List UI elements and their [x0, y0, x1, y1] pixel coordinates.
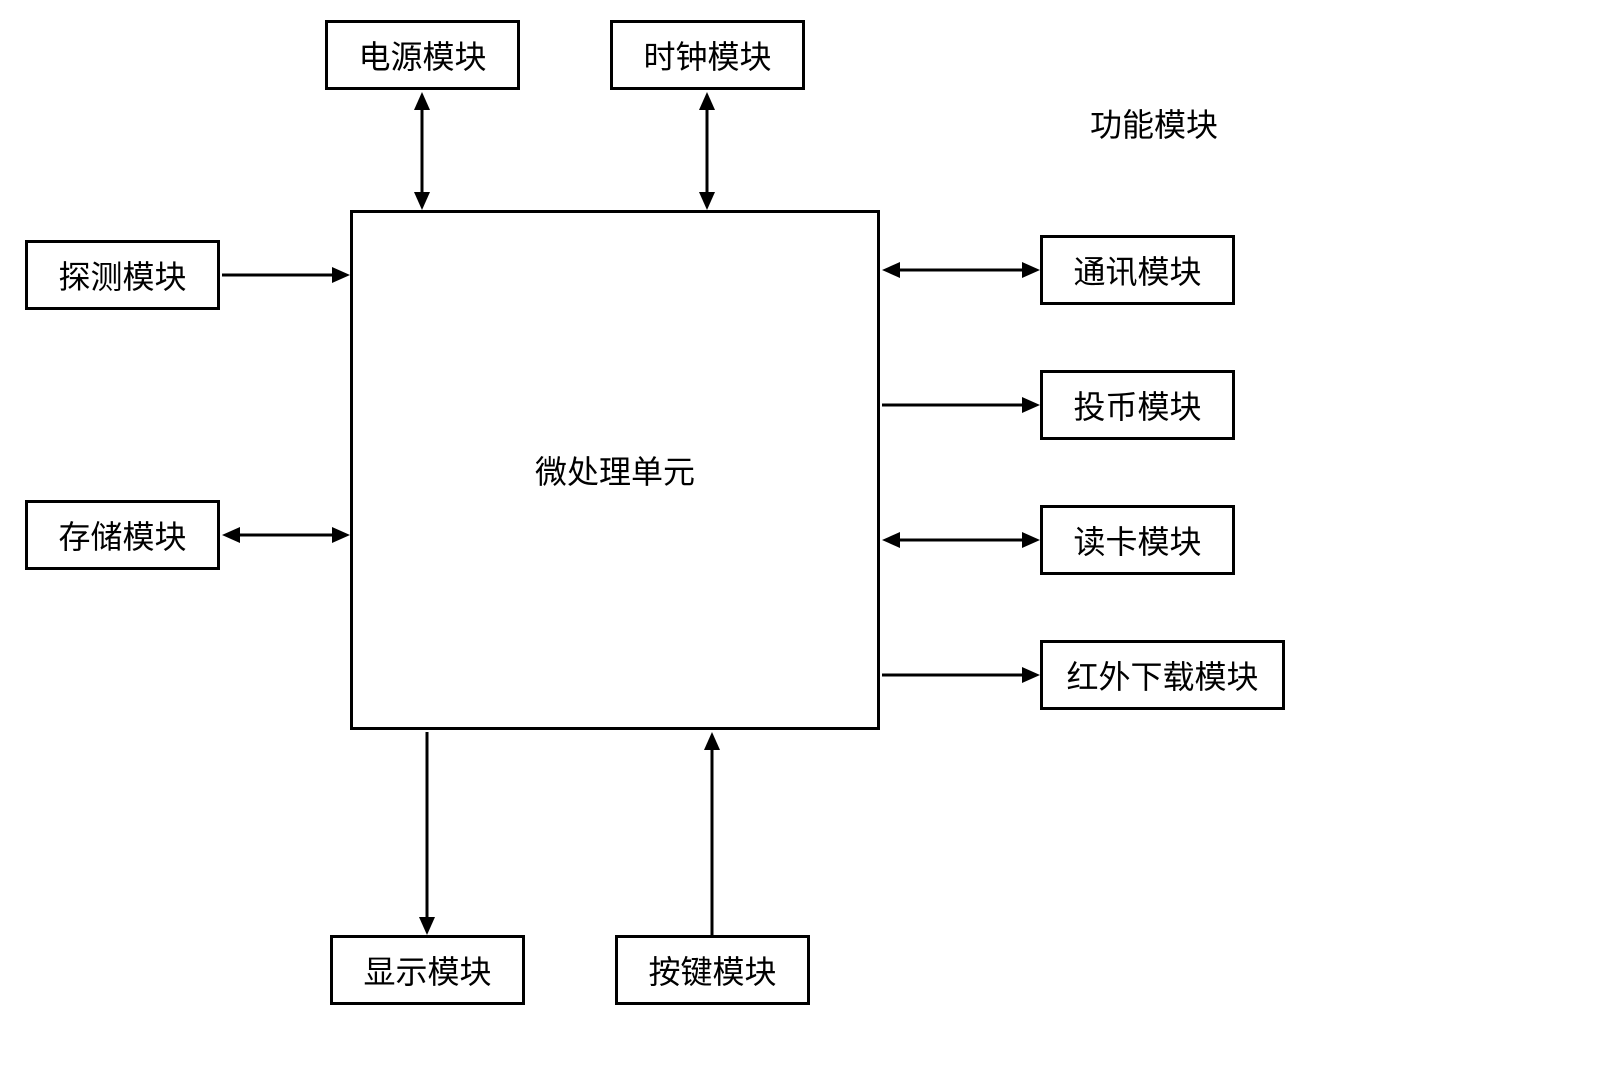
keypad-module-box: 按键模块	[615, 935, 810, 1005]
microprocessor-unit-label: 微处理单元	[535, 447, 695, 493]
display-module-label: 显示模块	[363, 947, 491, 993]
power-module-box: 电源模块	[325, 20, 520, 90]
detection-module-box: 探测模块	[25, 240, 220, 310]
clock-module-box: 时钟模块	[610, 20, 805, 90]
function-module-title: 功能模块	[1090, 100, 1218, 146]
display-module-box: 显示模块	[330, 935, 525, 1005]
comm-module-box: 通讯模块	[1040, 235, 1235, 305]
coin-module-box: 投币模块	[1040, 370, 1235, 440]
power-module-label: 电源模块	[358, 32, 486, 78]
card-module-label: 读卡模块	[1073, 517, 1201, 563]
infrared-module-label: 红外下载模块	[1066, 652, 1258, 698]
storage-module-label: 存储模块	[58, 512, 186, 558]
storage-module-box: 存储模块	[25, 500, 220, 570]
card-module-box: 读卡模块	[1040, 505, 1235, 575]
infrared-module-box: 红外下载模块	[1040, 640, 1285, 710]
comm-module-label: 通讯模块	[1073, 247, 1201, 293]
coin-module-label: 投币模块	[1073, 382, 1201, 428]
microprocessor-unit-box: 微处理单元	[350, 210, 880, 730]
detection-module-label: 探测模块	[58, 252, 186, 298]
clock-module-label: 时钟模块	[643, 32, 771, 78]
keypad-module-label: 按键模块	[648, 947, 776, 993]
